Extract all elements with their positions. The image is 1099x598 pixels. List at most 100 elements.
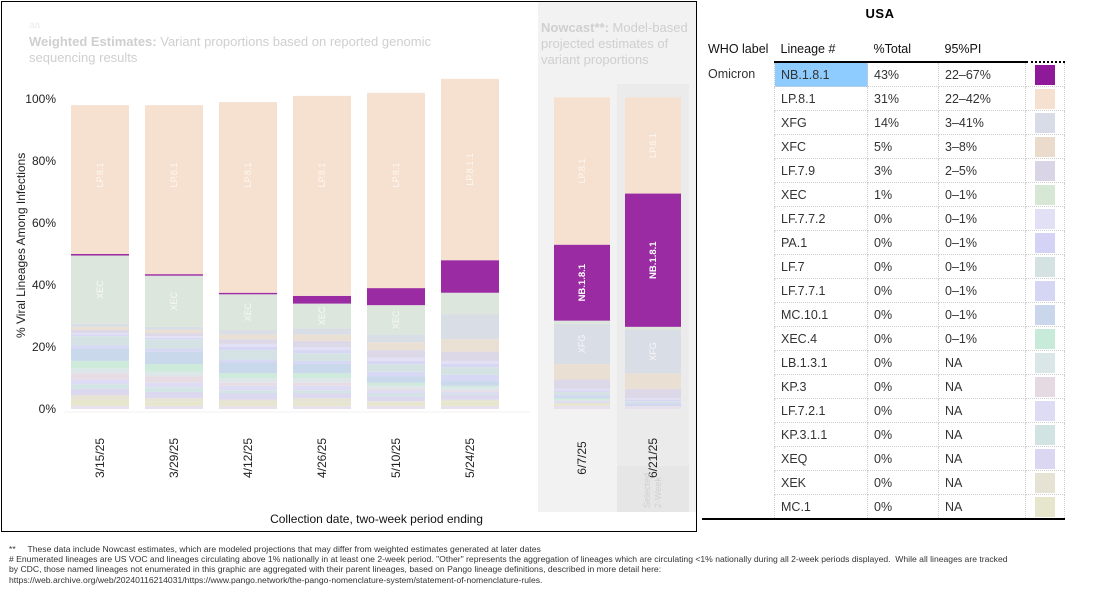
bar-4/12/25[interactable] (219, 102, 277, 409)
bar-segment-KP.3.1.1[interactable] (293, 390, 351, 394)
bar-3/15/25[interactable] (71, 105, 129, 409)
bar-segment-LF.7.2.1[interactable] (293, 385, 351, 391)
bar-segment-NB.1.8.1[interactable] (145, 274, 203, 276)
selected-period-box[interactable] (617, 466, 689, 512)
bar-segment-KP.3[interactable] (441, 390, 499, 392)
bar-segment-XEC[interactable] (441, 292, 499, 315)
table-row[interactable]: PA.1 0% 0–1% (702, 230, 1065, 255)
lineage-cell[interactable]: NB.1.8.1 (774, 61, 868, 87)
table-row[interactable]: Omicron NB.1.8.1 43% 22–67% (702, 61, 1065, 87)
lineage-cell[interactable]: MC.10.1 (774, 302, 868, 327)
bar-segment-NB.1.8.1[interactable] (625, 193, 681, 327)
bar-segment-XFC[interactable] (625, 373, 681, 389)
table-row[interactable]: XFC 5% 3–8% (702, 134, 1065, 159)
table-row[interactable]: LB.1.3.1 0% NA (702, 350, 1065, 375)
bar-segment-MC.10.1[interactable] (293, 364, 351, 374)
bar-segment-XFG[interactable] (293, 328, 351, 335)
bar-segment-LF.7[interactable] (367, 364, 425, 372)
bar-segment-MC.10.1[interactable] (71, 348, 129, 361)
table-row[interactable]: XEK 0% NA (702, 470, 1065, 495)
bar-segment-XEK[interactable] (219, 399, 277, 403)
bar-segment-LP.8.1[interactable] (293, 95, 351, 296)
bar-segment-XFC[interactable] (441, 339, 499, 352)
bar-segment-XFC[interactable] (71, 326, 129, 330)
bar-segment-XEC.4[interactable] (293, 373, 351, 378)
bar-segment-XEC[interactable] (71, 255, 129, 324)
bar-segment-MC.10.1[interactable] (554, 396, 610, 399)
bar-segment-XEC[interactable] (219, 294, 277, 330)
lineage-cell[interactable]: XFG (774, 110, 868, 135)
bar-segment-XFG[interactable] (367, 334, 425, 343)
bar-segment-PA.1[interactable] (293, 350, 351, 354)
bar-segment-XEC.4[interactable] (145, 364, 203, 372)
bar-segment-XFG[interactable] (554, 323, 610, 365)
bar-segment-PA.1[interactable] (625, 399, 681, 402)
bar-segment-LF.7.7.1[interactable] (293, 360, 351, 365)
bar-segment-LP.8.1[interactable] (71, 105, 129, 254)
bar-segment-LF.7[interactable] (441, 367, 499, 375)
lineage-cell[interactable]: LB.1.3.1 (774, 350, 868, 375)
table-row[interactable]: LP.8.1 31% 22–42% (702, 86, 1065, 111)
bar-segment-MC.10.1[interactable] (219, 362, 277, 374)
bar-segment-LF.7.2.1[interactable] (219, 385, 277, 391)
bar-segment-MC.10.1[interactable] (625, 404, 681, 406)
bar-segment-LF.7[interactable] (71, 336, 129, 346)
bar-segment-LF.7.7.1[interactable] (367, 371, 425, 377)
table-row[interactable]: LF.7.9 3% 2–5% (702, 158, 1065, 183)
bar-segment-XEK[interactable] (145, 398, 203, 402)
bar-segment-Other lineages[interactable] (145, 405, 203, 409)
bar-segment-XEC[interactable] (367, 305, 425, 335)
bar-segment-KP.3[interactable] (293, 382, 351, 386)
bar-segment-XEK[interactable] (367, 401, 425, 403)
lineage-cell[interactable]: LF.7.7.1 (774, 278, 868, 303)
bar-segment-LF.7.9[interactable] (293, 340, 351, 347)
table-row[interactable]: MC.1 0% NA (702, 494, 1065, 520)
bar-segment-XEQ[interactable] (145, 391, 203, 399)
bar-segment-XEQ[interactable] (293, 393, 351, 399)
bar-segment-XEQ[interactable] (441, 395, 499, 400)
bar-segment-PA.1[interactable] (367, 360, 425, 365)
table-row[interactable]: KP.3.1.1 0% NA (702, 422, 1065, 447)
bar-segment-Other lineages[interactable] (71, 405, 129, 409)
bar-segment-XFC[interactable] (145, 329, 203, 334)
bar-segment-XEQ[interactable] (71, 388, 129, 396)
lineage-cell[interactable]: KP.3.1.1 (774, 422, 868, 447)
bar-segment-LF.7.9[interactable] (554, 379, 610, 389)
table-row[interactable]: LF.7.7.1 0% 0–1% (702, 278, 1065, 303)
bar-segment-XEC.4[interactable] (219, 373, 277, 378)
bar-segment-LP.8.1[interactable] (219, 102, 277, 293)
bar-segment-LB.1.3.1[interactable] (293, 378, 351, 383)
table-row[interactable]: LF.7 0% 0–1% (702, 254, 1065, 279)
bar-segment-MC.10.1[interactable] (145, 351, 203, 365)
lineage-cell[interactable]: XFC (774, 134, 868, 159)
lineage-cell[interactable]: LF.7.7.2 (774, 206, 868, 231)
bar-segment-LP.8.1[interactable] (554, 97, 610, 245)
bar-segment-NB.1.8.1[interactable] (367, 288, 425, 306)
bar-segment-XFG[interactable] (71, 323, 129, 327)
bar-segment-LF.7.7.1[interactable] (71, 345, 129, 349)
table-row[interactable]: MC.10.1 0% 0–1% (702, 302, 1065, 327)
table-row[interactable]: XEC.4 0% 0–1% (702, 326, 1065, 351)
bar-segment-XEC.4[interactable] (554, 398, 610, 400)
bar-segment-LF.7.9[interactable] (219, 339, 277, 344)
bar-segment-KP.3.1.1[interactable] (219, 390, 277, 394)
bar-segment-NB.1.8.1[interactable] (293, 295, 351, 304)
table-row[interactable]: XEC 1% 0–1% (702, 182, 1065, 207)
bar-segment-LF.7.2.1[interactable] (441, 391, 499, 394)
bar-segment-LF.7.7.1[interactable] (554, 395, 610, 397)
bar-segment-LF.7.9[interactable] (441, 351, 499, 361)
bar-segment-LF.7.7.1[interactable] (219, 359, 277, 363)
bar-segment-LF.7.7.2[interactable] (367, 357, 425, 361)
lineage-cell[interactable]: KP.3 (774, 374, 868, 399)
bar-segment-XFG[interactable] (625, 329, 681, 374)
bar-segment-MC.1[interactable] (293, 402, 351, 406)
bar-4/26/25[interactable] (293, 95, 351, 409)
bar-segment-XFG[interactable] (441, 314, 499, 340)
bar-segment-LF.7.2.1[interactable] (71, 379, 129, 385)
bar-segment-LF.7.7.2[interactable] (554, 388, 610, 391)
bar-segment-LP.8.1[interactable] (441, 78, 499, 261)
bar-segment-LF.7.2.1[interactable] (145, 382, 203, 388)
bar-segment-MC.1[interactable] (219, 402, 277, 406)
bar-segment-PA.1[interactable] (71, 334, 129, 337)
bar-segment-XFC[interactable] (293, 334, 351, 341)
